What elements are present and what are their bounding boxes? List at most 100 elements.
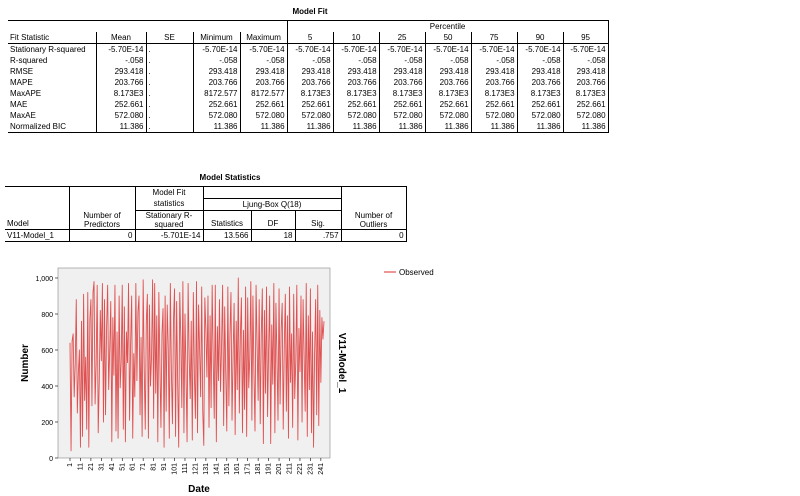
value-cell: -.058 <box>286 55 334 66</box>
value-cell: 572.080 <box>192 110 240 121</box>
x-tick-label: 41 <box>109 463 116 471</box>
value-cell: 11.386 <box>239 121 288 133</box>
statistics-cell: 13.566 <box>202 229 251 242</box>
value-cell: -5.70E-14 <box>470 43 518 55</box>
value-cell: 572.080 <box>470 110 518 121</box>
value-cell: 203.766 <box>424 77 472 88</box>
x-tick-label: 151 <box>224 463 231 475</box>
value-cell: 252.661 <box>239 99 288 110</box>
x-tick-label: 181 <box>255 463 262 475</box>
value-cell: 8.173E3 <box>378 88 426 99</box>
value-cell: 203.766 <box>192 77 240 88</box>
table-row: R-squared -.058. -.058 -.058 -.058 -.058 -.058… <box>8 55 609 66</box>
value-cell: 252.661 <box>516 99 564 110</box>
value-cell: 293.418 <box>95 66 146 77</box>
value-cell: 293.418 <box>378 66 426 77</box>
fit-statistic-header: Fit Statistic <box>8 32 96 44</box>
value-cell: -.058 <box>470 55 518 66</box>
value-cell: -.058 <box>516 55 564 66</box>
value-cell: 203.766 <box>562 77 609 88</box>
table-row: MaxAE 572.080. 572.080 572.080 572.080 572.08… <box>8 110 609 121</box>
h-outliers: Number of Outliers <box>340 186 407 230</box>
column-header: 5 <box>286 32 334 44</box>
model-name-cell: V11-Model_1 <box>5 229 69 242</box>
column-header: 25 <box>378 32 426 44</box>
row-label: MaxAPE <box>10 88 42 98</box>
y-tick-label: 0 <box>49 456 53 463</box>
column-header: SE <box>145 32 193 44</box>
value-cell: -.058 <box>424 55 472 66</box>
value-cell: 203.766 <box>95 77 146 88</box>
value-cell: 293.418 <box>192 66 240 77</box>
value-cell: 203.766 <box>239 77 288 88</box>
table-row: MAE 252.661. 252.661 252.661 252.661 252.661 2… <box>8 99 609 110</box>
h-ljung: Ljung-Box Q(18) <box>202 198 342 211</box>
column-header: 95 <box>562 32 609 44</box>
value-cell: 572.080 <box>424 110 472 121</box>
df-cell: 18 <box>250 229 295 242</box>
y-tick-label: 1,000 <box>35 276 53 283</box>
column-header: 90 <box>516 32 564 44</box>
y-axis: 0 200 400 600 800 1,000 <box>35 276 58 463</box>
panel-label: V11-Model_1 <box>336 333 347 394</box>
value-cell: 252.661 <box>95 99 146 110</box>
value-cell: -.058 <box>332 55 380 66</box>
x-tick-label: 101 <box>172 463 179 475</box>
model-fit-title: Model Fit <box>292 7 328 16</box>
observed-line <box>69 277 325 452</box>
value-cell: 203.766 <box>378 77 426 88</box>
x-tick-label: 141 <box>213 463 220 475</box>
value-cell: -5.70E-14 <box>286 43 334 55</box>
value-cell: 11.386 <box>192 121 240 133</box>
x-tick-label: 231 <box>307 463 314 475</box>
h-df: DF <box>250 210 295 230</box>
table-row: RMSE 293.418. 293.418 293.418 293.418 293.418… <box>8 66 609 77</box>
stationary-cell: -5.701E-14 <box>134 229 203 242</box>
value-cell: 252.661 <box>286 99 334 110</box>
legend-label-observed: Observed <box>399 268 434 277</box>
h-statistics: Statistics <box>202 210 251 230</box>
x-axis: 1 11 21 31 41 51 61 71 81 91 101 111 121 131 141 151 161… <box>67 458 325 475</box>
x-tick-label: 91 <box>161 463 168 471</box>
value-cell: . <box>145 121 193 133</box>
value-cell: 252.661 <box>470 99 518 110</box>
value-cell: -5.70E-14 <box>562 43 609 55</box>
y-tick-label: 200 <box>41 420 53 427</box>
value-cell: 11.386 <box>470 121 518 133</box>
column-header: Mean <box>95 32 146 44</box>
x-tick-label: 191 <box>266 463 273 475</box>
value-cell: 572.080 <box>378 110 426 121</box>
value-cell: 8.173E3 <box>286 88 334 99</box>
value-cell: -5.70E-14 <box>192 43 240 55</box>
value-cell: 252.661 <box>424 99 472 110</box>
value-cell: 8.173E3 <box>424 88 472 99</box>
model-statistics-table: Model Number of Predictors Model Fit Num… <box>5 186 407 242</box>
sig-cell: .757 <box>294 229 342 242</box>
value-cell: 293.418 <box>332 66 380 77</box>
row-label: R-squared <box>10 55 48 65</box>
table-row: MAPE 203.766. 203.766 203.766 203.766 203.766… <box>8 77 609 88</box>
value-cell: . <box>145 110 193 121</box>
value-cell: 203.766 <box>286 77 334 88</box>
table-row: Stationary R-squared -5.70E-14. -5.70E-14-… <box>8 43 609 55</box>
value-cell: 11.386 <box>516 121 564 133</box>
value-cell: -5.70E-14 <box>378 43 426 55</box>
value-cell: 8172.577 <box>239 88 288 99</box>
h-sig: Sig. <box>294 210 342 230</box>
value-cell: . <box>145 66 193 77</box>
x-tick-label: 81 <box>151 463 158 471</box>
x-tick-label: 131 <box>203 463 210 475</box>
value-cell: 203.766 <box>470 77 518 88</box>
value-cell: 8172.577 <box>192 88 240 99</box>
model-fit-table: Percentile Fit Statistic Mean SE Minimum Max… <box>8 20 609 133</box>
column-header: Minimum <box>192 32 240 44</box>
x-tick-label: 71 <box>140 463 147 471</box>
value-cell: 572.080 <box>286 110 334 121</box>
value-cell: 572.080 <box>562 110 609 121</box>
value-cell: -5.70E-14 <box>516 43 564 55</box>
x-tick-label: 201 <box>276 463 283 475</box>
value-cell: -.058 <box>378 55 426 66</box>
value-cell: 252.661 <box>378 99 426 110</box>
x-tick-label: 21 <box>88 463 95 471</box>
